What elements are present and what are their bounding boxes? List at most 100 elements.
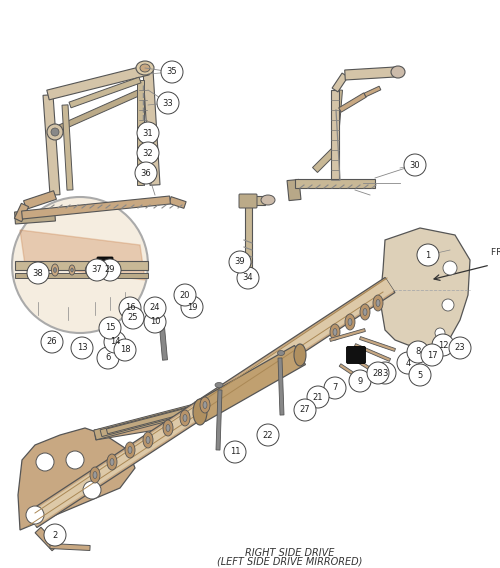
Circle shape xyxy=(157,92,179,114)
Polygon shape xyxy=(287,179,301,201)
Circle shape xyxy=(349,370,371,392)
Polygon shape xyxy=(14,209,56,224)
Circle shape xyxy=(397,352,419,374)
Ellipse shape xyxy=(193,399,207,425)
Text: 18: 18 xyxy=(120,345,130,354)
Polygon shape xyxy=(94,415,186,440)
Circle shape xyxy=(135,162,157,184)
Ellipse shape xyxy=(200,397,210,413)
Ellipse shape xyxy=(215,382,223,387)
Text: 17: 17 xyxy=(426,350,438,360)
Circle shape xyxy=(435,328,445,338)
Text: 37: 37 xyxy=(92,265,102,274)
Circle shape xyxy=(442,299,454,311)
Circle shape xyxy=(137,142,159,164)
Text: 36: 36 xyxy=(140,169,151,177)
Text: 32: 32 xyxy=(142,148,154,157)
Polygon shape xyxy=(106,399,222,434)
Circle shape xyxy=(71,337,93,359)
Text: 13: 13 xyxy=(76,344,88,353)
Text: 11: 11 xyxy=(230,448,240,457)
Polygon shape xyxy=(22,196,171,219)
Polygon shape xyxy=(347,354,381,376)
Circle shape xyxy=(294,399,316,421)
Circle shape xyxy=(51,128,59,136)
Polygon shape xyxy=(332,90,342,150)
Text: 19: 19 xyxy=(187,303,197,311)
Ellipse shape xyxy=(330,324,340,340)
Text: 9: 9 xyxy=(358,377,362,386)
Text: 7: 7 xyxy=(332,383,338,392)
Text: 24: 24 xyxy=(150,303,160,312)
FancyBboxPatch shape xyxy=(239,194,257,208)
Circle shape xyxy=(122,307,144,329)
Text: 38: 38 xyxy=(32,269,44,278)
Polygon shape xyxy=(24,191,56,209)
Text: 29: 29 xyxy=(105,265,115,274)
Ellipse shape xyxy=(114,268,116,272)
Ellipse shape xyxy=(86,265,90,274)
Text: 15: 15 xyxy=(105,324,115,332)
Text: 27: 27 xyxy=(300,406,310,415)
Text: 14: 14 xyxy=(110,337,120,346)
Circle shape xyxy=(104,331,126,353)
Circle shape xyxy=(307,386,329,408)
Circle shape xyxy=(229,251,251,273)
Polygon shape xyxy=(47,65,149,100)
Circle shape xyxy=(47,124,63,140)
Ellipse shape xyxy=(180,410,190,426)
Polygon shape xyxy=(50,544,90,550)
Text: 26: 26 xyxy=(46,337,58,346)
Circle shape xyxy=(324,377,346,399)
Text: 28: 28 xyxy=(372,369,384,378)
Text: 20: 20 xyxy=(180,290,190,299)
Ellipse shape xyxy=(87,268,89,272)
Ellipse shape xyxy=(136,61,154,75)
Polygon shape xyxy=(332,73,348,92)
Text: 1: 1 xyxy=(426,250,430,260)
Ellipse shape xyxy=(376,299,380,307)
Polygon shape xyxy=(158,305,168,360)
Ellipse shape xyxy=(71,268,73,272)
Text: 34: 34 xyxy=(242,274,254,282)
Ellipse shape xyxy=(348,319,352,325)
Text: 3: 3 xyxy=(382,369,388,378)
Circle shape xyxy=(144,311,166,333)
Ellipse shape xyxy=(112,265,118,275)
Circle shape xyxy=(449,337,471,359)
Ellipse shape xyxy=(345,314,355,330)
Ellipse shape xyxy=(278,350,284,356)
Text: 8: 8 xyxy=(416,348,420,357)
Circle shape xyxy=(432,334,454,356)
Polygon shape xyxy=(27,278,395,528)
Ellipse shape xyxy=(183,415,187,421)
Ellipse shape xyxy=(100,266,104,274)
Ellipse shape xyxy=(163,420,173,436)
Ellipse shape xyxy=(360,304,370,320)
Polygon shape xyxy=(354,344,390,361)
Polygon shape xyxy=(15,273,148,278)
Polygon shape xyxy=(169,197,186,208)
Circle shape xyxy=(443,261,457,275)
Circle shape xyxy=(374,362,396,384)
Circle shape xyxy=(137,122,159,144)
Text: FRONT OF
CHAIR: FRONT OF CHAIR xyxy=(491,248,500,268)
Circle shape xyxy=(144,297,166,319)
Ellipse shape xyxy=(363,308,367,315)
Polygon shape xyxy=(380,228,470,352)
Circle shape xyxy=(97,347,119,369)
Ellipse shape xyxy=(128,446,132,453)
Ellipse shape xyxy=(294,344,306,366)
Polygon shape xyxy=(20,230,145,280)
Polygon shape xyxy=(62,105,73,190)
Ellipse shape xyxy=(333,328,337,336)
Text: 21: 21 xyxy=(313,392,323,402)
Ellipse shape xyxy=(107,454,117,470)
Polygon shape xyxy=(278,358,284,415)
Polygon shape xyxy=(43,95,60,195)
Circle shape xyxy=(99,259,121,281)
Ellipse shape xyxy=(125,442,135,458)
Text: 30: 30 xyxy=(410,161,420,169)
Polygon shape xyxy=(35,527,58,551)
Ellipse shape xyxy=(101,269,103,272)
